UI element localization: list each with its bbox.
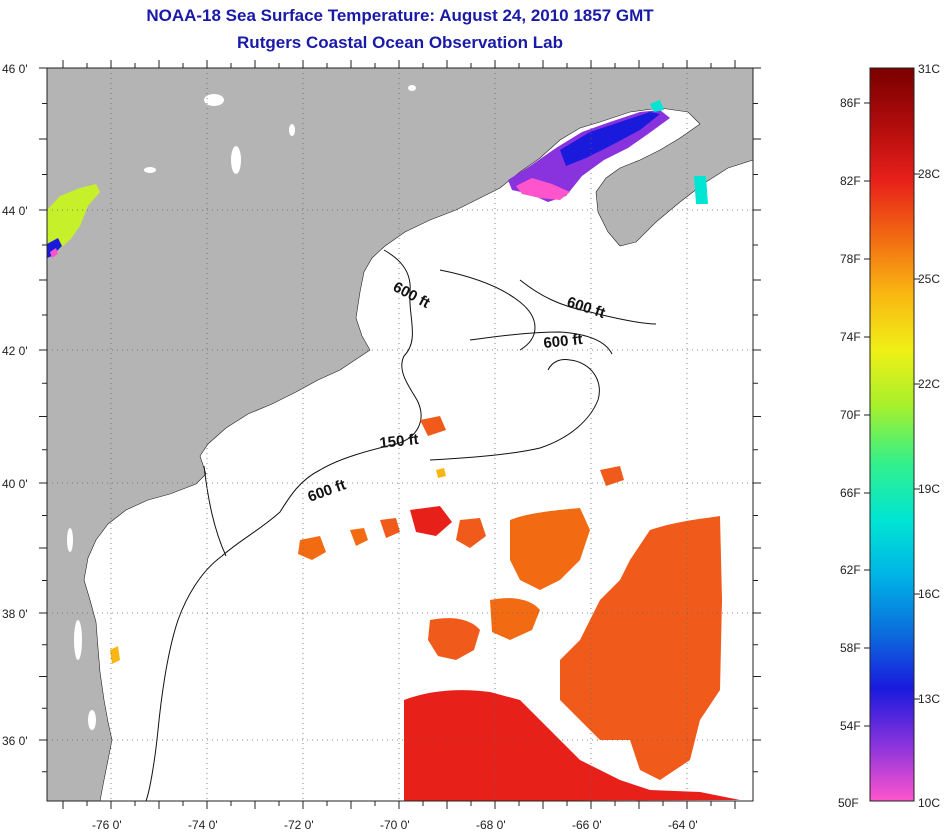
lat-label: 38 0'	[2, 607, 28, 621]
colorbar-c-label: 16C	[918, 587, 941, 601]
colorbar-c-label: 22C	[918, 377, 941, 391]
depth-contours	[145, 249, 657, 802]
colorbar-f-label: 58F	[840, 641, 861, 655]
plot-frame	[46, 67, 754, 802]
lake-ontario-sst	[47, 184, 100, 258]
colorbar-f-label: 74F	[840, 330, 861, 344]
bay-of-fundy-blue	[560, 112, 660, 166]
lat-label: 44 0'	[2, 204, 28, 218]
map-title: NOAA-18 Sea Surface Temperature: August …	[146, 6, 654, 25]
lon-label: -64 0'	[668, 818, 698, 832]
map-subtitle: Rutgers Coastal Ocean Observation Lab	[237, 33, 563, 52]
graticule	[47, 68, 753, 801]
lat-label: 46 0'	[2, 62, 28, 76]
lon-label: -72 0'	[284, 818, 314, 832]
colorbar-c-label: 31C	[918, 62, 941, 76]
axis-ticks	[39, 60, 761, 809]
colorbar-f-label: 66F	[840, 486, 861, 500]
nova-scotia-cyan	[694, 176, 708, 204]
colorbar-f-label: 82F	[840, 174, 861, 188]
colorbar-c-label: 19C	[918, 482, 941, 496]
lat-label: 36 0'	[2, 734, 28, 748]
lon-label: -70 0'	[380, 818, 410, 832]
lon-label: -68 0'	[476, 818, 506, 832]
colorbar-c-label: 13C	[918, 692, 941, 706]
colorbar-f-label: 54F	[840, 719, 861, 733]
land-mass	[46, 67, 754, 802]
bay-of-fundy-magenta	[516, 178, 570, 200]
depth-label: 150 ft	[379, 431, 420, 452]
lat-label: 40 0'	[2, 477, 28, 491]
lon-label: -66 0'	[572, 818, 602, 832]
lat-label: 42 0'	[2, 344, 28, 358]
depth-label: 600 ft	[543, 331, 584, 352]
colorbar-f-label: 62F	[840, 563, 861, 577]
lon-label: -74 0'	[188, 818, 218, 832]
inland-lakes	[67, 85, 416, 730]
fundy-cyan-patch	[650, 100, 664, 112]
colorbar-c-label: 25C	[918, 272, 941, 286]
colorbar-f-label: 70F	[840, 408, 861, 422]
lon-label: -76 0'	[92, 818, 122, 832]
sst-data-patches	[110, 416, 740, 801]
lake-ontario-coldest	[50, 248, 58, 258]
colorbar	[869, 67, 915, 802]
colorbar-f-label: 50F	[838, 796, 859, 810]
colorbar-f-label: 86F	[840, 96, 861, 110]
colorbar-f-label: 78F	[840, 252, 861, 266]
colorbar-c-label: 28C	[918, 167, 941, 181]
colorbar-ticks	[864, 102, 920, 727]
colorbar-c-label: 10C	[918, 796, 941, 810]
